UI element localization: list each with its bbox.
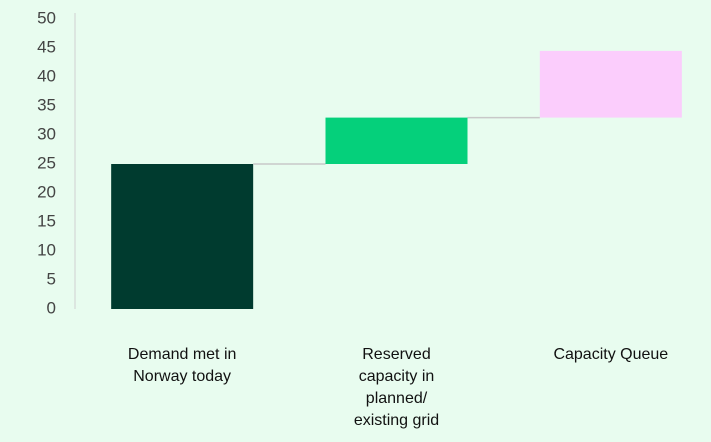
y-tick-label: 10 bbox=[37, 240, 56, 259]
y-tick-label: 30 bbox=[37, 124, 56, 143]
x-tick-label: Reserved capacity in planned/ existing g… bbox=[353, 346, 440, 429]
y-tick-label: 15 bbox=[37, 211, 56, 230]
y-tick-label: 20 bbox=[37, 182, 56, 201]
y-tick-label: 5 bbox=[47, 269, 56, 288]
x-tick-label: Capacity Queue bbox=[553, 346, 669, 363]
y-tick-label: 0 bbox=[47, 298, 56, 317]
x-tick-label: Demand met in Norway today bbox=[127, 346, 237, 385]
y-tick-label: 40 bbox=[37, 66, 56, 85]
y-tick-label: 45 bbox=[37, 37, 56, 56]
bar bbox=[325, 117, 468, 164]
y-tick-label: 50 bbox=[37, 8, 56, 27]
bar bbox=[539, 50, 682, 118]
y-tick-label: 35 bbox=[37, 95, 56, 114]
bar bbox=[111, 164, 254, 309]
y-tick-label: 25 bbox=[37, 153, 56, 172]
